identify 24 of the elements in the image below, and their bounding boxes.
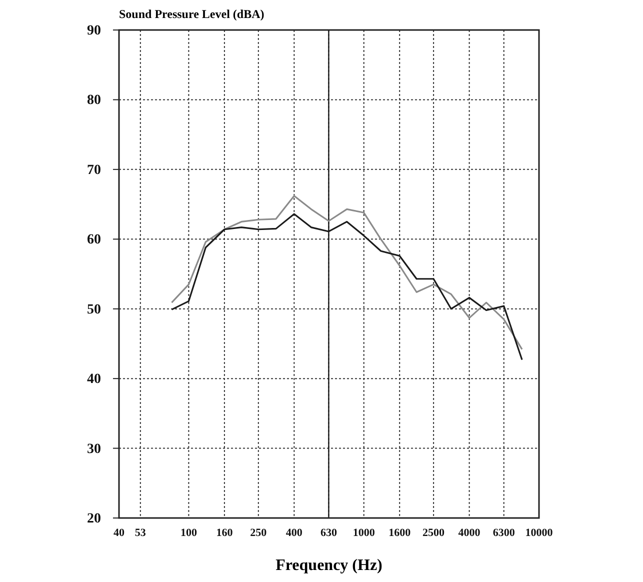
y-tick-label: 80 (87, 93, 101, 108)
x-tick-label: 1600 (388, 526, 412, 539)
x-tick-label: 40 (114, 526, 125, 539)
x-tick-label: 2500 (422, 526, 446, 539)
y-tick-label: 20 (87, 511, 101, 526)
x-tick-label: 160 (216, 526, 234, 539)
x-tick-label: 250 (250, 526, 268, 539)
y-tick-label: 70 (87, 162, 101, 178)
x-tick-label: 6300 (492, 526, 516, 539)
line-series (170, 195, 523, 350)
x-tick-label: 10000 (525, 526, 554, 539)
x-tick-label: 100 (180, 526, 198, 539)
x-axis-title: Frequency (Hz) (276, 557, 382, 574)
x-tick-label: 53 (134, 526, 146, 539)
chart-title: Sound Pressure Level (dBA) (119, 7, 264, 21)
x-tick-label: 4000 (458, 526, 481, 539)
y-tick-label: 30 (87, 442, 101, 457)
x-tick-label: 1000 (352, 526, 376, 539)
y-tick-label: 40 (87, 372, 101, 388)
y-tick-label: 60 (87, 232, 101, 248)
y-tick-label: 90 (87, 23, 101, 38)
x-tick-label: 400 (286, 526, 303, 539)
x-tick-label: 630 (320, 526, 338, 539)
y-tick-label: 50 (87, 302, 101, 318)
